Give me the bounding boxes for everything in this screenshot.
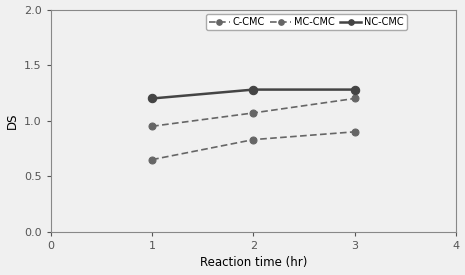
- Y-axis label: DS: DS: [6, 112, 19, 129]
- X-axis label: Reaction time (hr): Reaction time (hr): [199, 257, 307, 269]
- Legend: C-CMC, MC-CMC, NC-CMC: C-CMC, MC-CMC, NC-CMC: [206, 14, 407, 30]
